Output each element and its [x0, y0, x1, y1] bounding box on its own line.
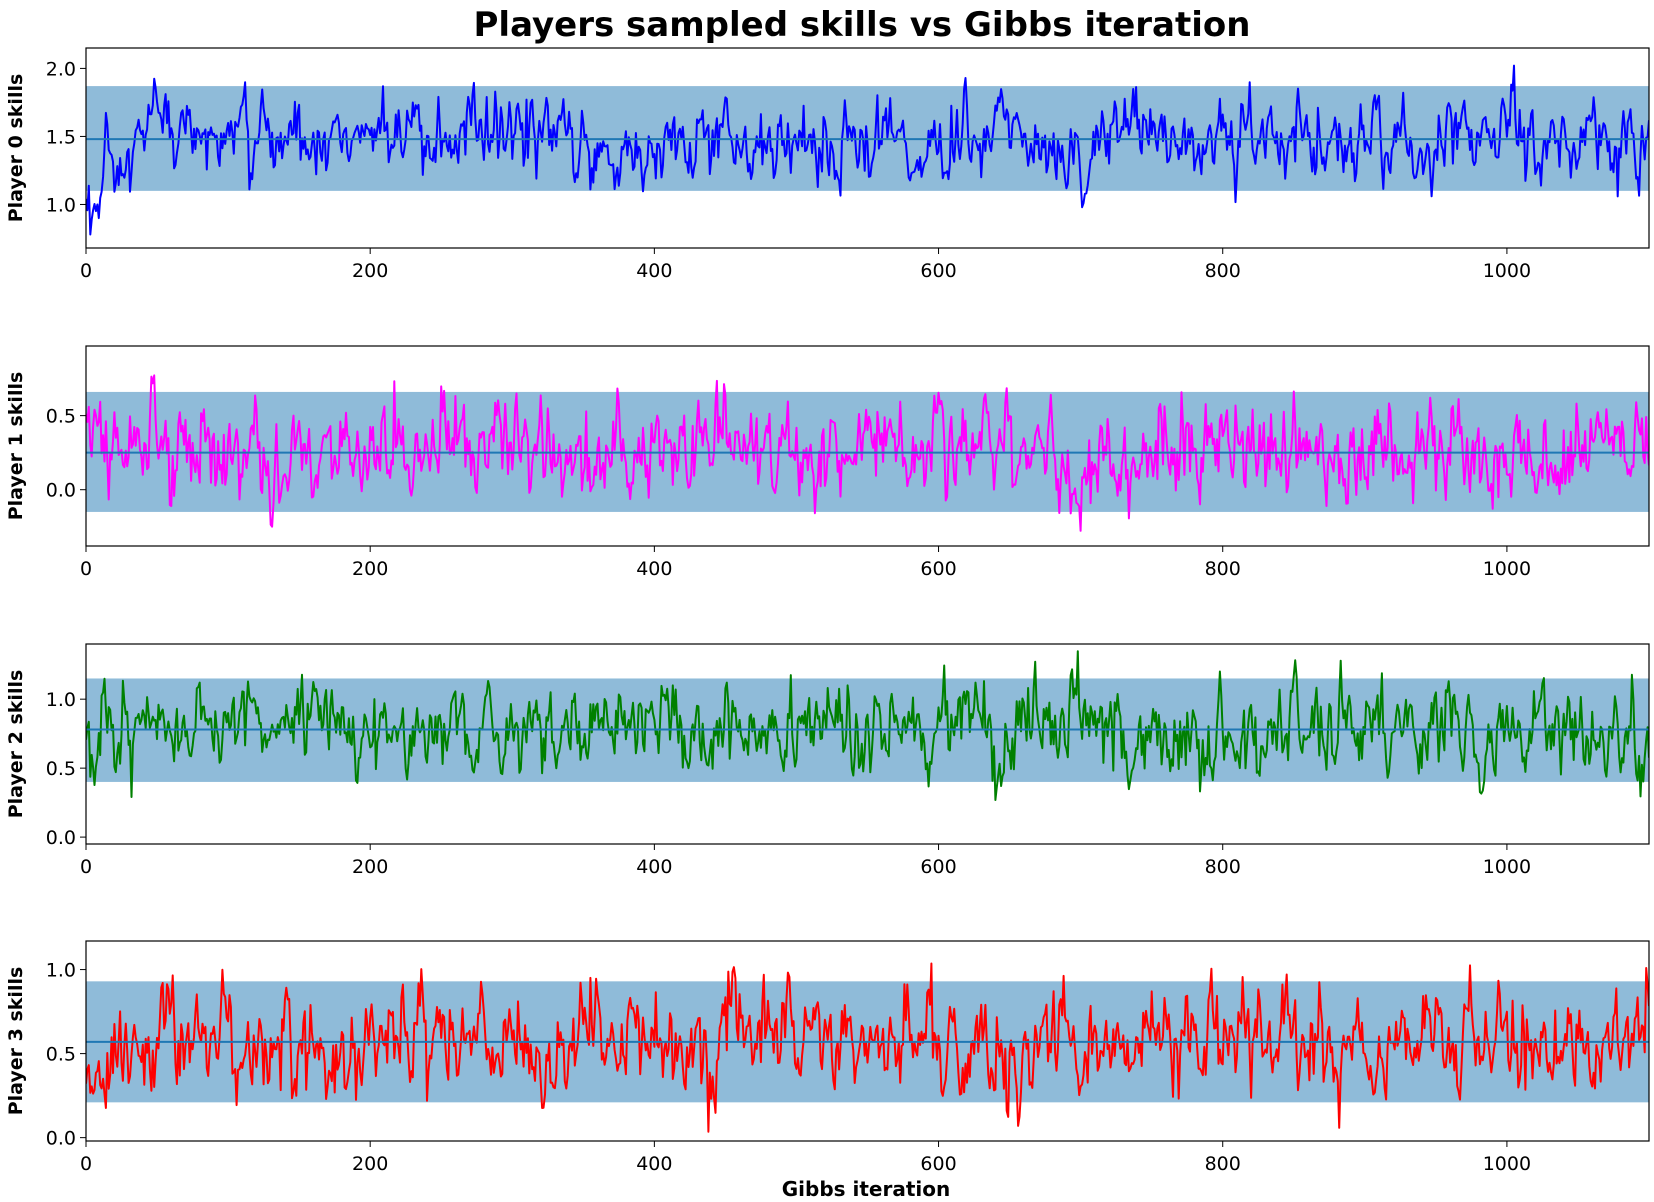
y-tick-label: 1.0 — [46, 194, 76, 216]
x-tick-label: 200 — [352, 260, 388, 282]
y-tick-label: 0.0 — [46, 1128, 76, 1150]
x-tick-label: 0 — [80, 558, 92, 580]
sample-trace — [86, 962, 1649, 1133]
y-tick-label: 0.0 — [46, 480, 76, 502]
x-tick-label: 0 — [80, 1153, 92, 1175]
x-tick-label: 200 — [352, 558, 388, 580]
x-tick-label: 800 — [1205, 558, 1241, 580]
y-axis-label: Player 3 skills — [5, 967, 27, 1116]
x-tick-label: 400 — [636, 260, 672, 282]
y-tick-label: 1.0 — [46, 689, 76, 711]
y-tick-label: 2.0 — [46, 58, 76, 80]
x-tick-label: 800 — [1205, 260, 1241, 282]
subplot-player-3: 0 200 400 600 800 1000 0.0 0.5 1.0 Player 3 skill… — [5, 940, 1650, 1175]
x-tick-label: 600 — [920, 856, 956, 878]
x-tick-label: 600 — [920, 260, 956, 282]
x-tick-label: 1000 — [1483, 1153, 1531, 1175]
y-axis-label: Player 2 skills — [5, 670, 27, 819]
subplot-group: 0 200 400 600 800 1000 1.0 1.5 2.0 Player 0 skill… — [5, 47, 1650, 1175]
y-tick-label: 1.0 — [46, 960, 76, 982]
x-tick-label: 400 — [636, 558, 672, 580]
x-tick-label: 1000 — [1483, 856, 1531, 878]
figure-title: Players sampled skills vs Gibbs iteratio… — [474, 5, 1251, 45]
subplot-player-1: 0 200 400 600 800 1000 0.0 0.5 Player 1 skills — [5, 345, 1650, 580]
y-tick-label: 1.5 — [46, 126, 76, 148]
x-tick-label: 600 — [920, 558, 956, 580]
x-tick-label: 200 — [352, 856, 388, 878]
x-tick-label: 400 — [636, 856, 672, 878]
x-tick-label: 400 — [636, 1153, 672, 1175]
y-tick-label: 0.5 — [46, 1044, 76, 1066]
y-tick-label: 0.0 — [46, 827, 76, 849]
x-tick-label: 0 — [80, 856, 92, 878]
x-tick-label: 200 — [352, 1153, 388, 1175]
axes-frame — [85, 940, 1650, 1142]
y-axis-label: Player 1 skills — [5, 372, 27, 521]
subplot-player-2: 0 200 400 600 800 1000 0.0 0.5 1.0 Player 2 skill… — [5, 643, 1650, 878]
subplot-player-0: 0 200 400 600 800 1000 1.0 1.5 2.0 Player 0 skill… — [5, 47, 1650, 282]
sample-trace — [86, 64, 1649, 236]
x-tick-label: 800 — [1205, 1153, 1241, 1175]
x-tick-label: 1000 — [1483, 260, 1531, 282]
y-axis-label: Player 0 skills — [5, 74, 27, 223]
x-tick-label: 600 — [920, 1153, 956, 1175]
axes-frame — [85, 47, 1650, 249]
x-tick-label: 800 — [1205, 856, 1241, 878]
x-tick-label: 1000 — [1483, 558, 1531, 580]
y-tick-label: 0.5 — [46, 406, 76, 428]
x-axis-label: Gibbs iteration — [782, 1177, 951, 1201]
axes-frame — [85, 345, 1650, 547]
sample-trace — [86, 374, 1649, 532]
axes-frame — [85, 643, 1650, 845]
y-tick-label: 0.5 — [46, 758, 76, 780]
sample-trace — [86, 650, 1649, 801]
x-tick-label: 0 — [80, 260, 92, 282]
